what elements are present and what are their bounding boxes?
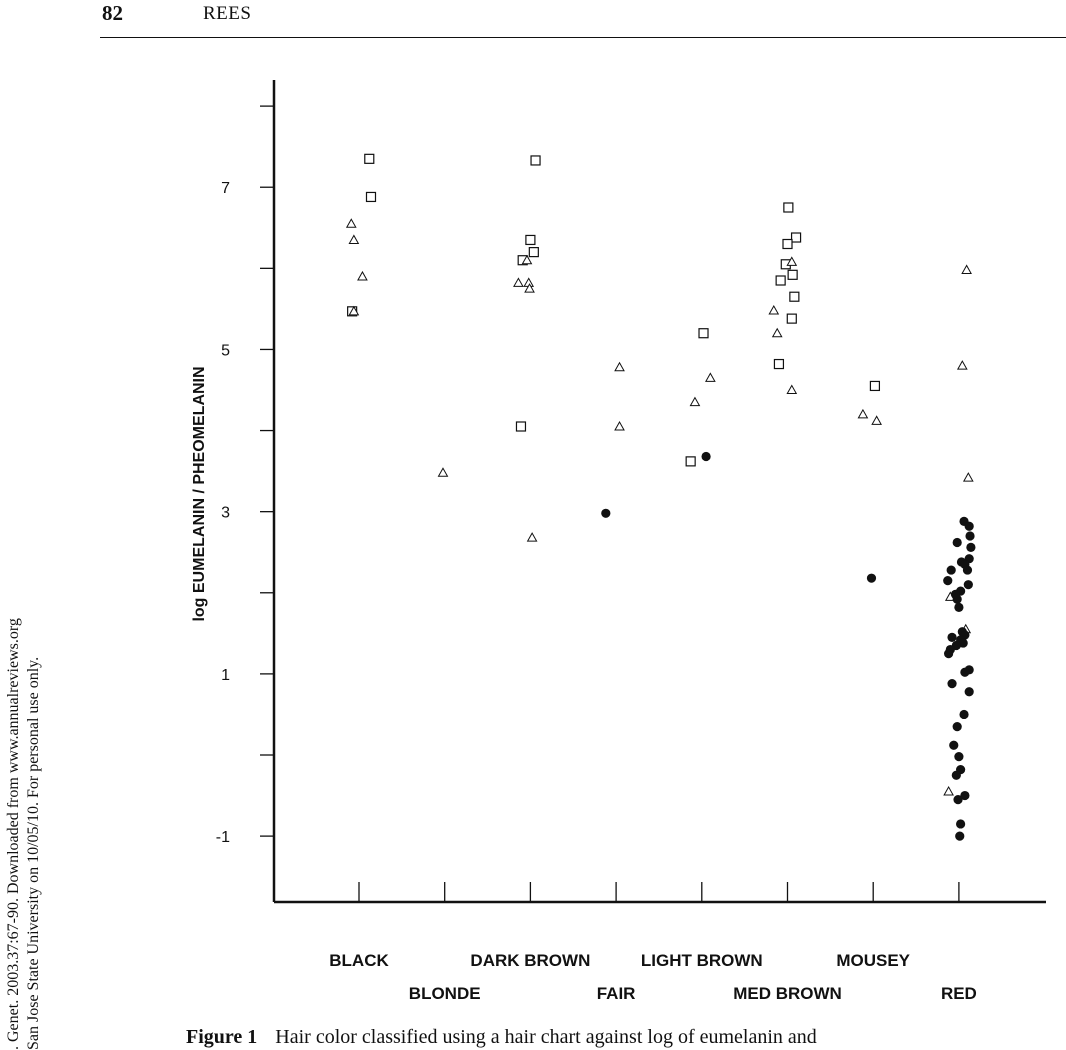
square-point: [787, 269, 798, 280]
triangle-point: [943, 785, 954, 796]
filled-circle-point: [601, 508, 611, 518]
filled-circle-point: [954, 602, 964, 612]
triangle-point: [357, 270, 368, 281]
triangle-point: [771, 327, 783, 338]
triangle-point: [345, 218, 357, 228]
square-point: [783, 202, 794, 213]
triangle-point: [513, 277, 524, 287]
filled-circle-point: [965, 531, 975, 541]
filled-circle-point: [952, 722, 962, 732]
filled-circle-point: [955, 831, 965, 841]
filled-circle-point: [964, 521, 974, 531]
triangle-point: [871, 415, 882, 425]
square-point: [698, 328, 709, 339]
running-head: 82 REES: [100, 0, 1066, 38]
filled-circle-point: [960, 667, 970, 677]
triangle-point: [437, 467, 449, 477]
filled-circle-point: [701, 451, 711, 462]
square-point: [773, 358, 785, 370]
x-category-label: DARK BROWN: [470, 951, 590, 970]
filled-circle-point: [959, 709, 969, 720]
square-point: [789, 291, 800, 302]
filled-circle-point: [947, 632, 957, 642]
y-tick-label: 7: [221, 180, 230, 197]
triangle-point: [857, 408, 869, 419]
filled-circle-point: [947, 679, 957, 689]
filled-circle-point: [963, 580, 973, 590]
figure-label: Figure 1: [186, 1026, 258, 1048]
triangle-point: [786, 384, 798, 394]
x-category-label: BLACK: [329, 951, 389, 970]
triangle-point: [526, 532, 538, 542]
square-point: [685, 456, 696, 467]
x-category-label: MOUSEY: [836, 951, 910, 970]
x-category-label: LIGHT BROWN: [641, 951, 763, 970]
filled-circle-point: [960, 790, 970, 801]
square-point: [528, 247, 539, 258]
y-tick-label: 3: [221, 505, 230, 522]
filled-circle-point: [952, 594, 962, 604]
filled-circle-point: [953, 795, 963, 805]
square-point: [365, 191, 377, 203]
filled-circle-point: [949, 740, 959, 750]
square-point: [530, 155, 541, 166]
filled-circle-point: [956, 819, 966, 829]
filled-circle-point: [943, 576, 953, 586]
x-category-label: RED: [941, 984, 977, 1003]
square-point: [869, 380, 881, 392]
filled-circle-point: [944, 649, 954, 659]
x-category-label: FAIR: [597, 984, 636, 1003]
triangle-point: [524, 283, 535, 293]
y-axis-label: log EUMELANIN / PHEOMELANIN: [191, 366, 208, 621]
y-tick-label: -1: [216, 829, 230, 846]
square-point: [782, 238, 793, 250]
triangle-point: [348, 234, 360, 244]
triangle-point: [614, 420, 625, 431]
square-point: [364, 153, 375, 164]
filled-circle-point: [946, 565, 956, 575]
triangle-point: [705, 372, 716, 382]
triangle-point: [689, 396, 701, 407]
page-number: 82: [102, 1, 123, 25]
figure-caption-text: Hair color classified using a hair chart…: [275, 1026, 817, 1048]
filled-circle-point: [966, 542, 976, 552]
triangle-point: [348, 305, 360, 316]
x-category-label: MED BROWN: [733, 984, 842, 1003]
filled-circle-point: [952, 537, 962, 548]
y-tick-label: 1: [221, 667, 230, 684]
triangle-point: [962, 472, 974, 482]
square-point: [525, 234, 536, 246]
filled-circle-point: [866, 573, 877, 583]
square-point: [790, 232, 802, 243]
running-head-author: REES: [203, 3, 252, 24]
square-point: [515, 421, 527, 432]
triangle-point: [614, 361, 625, 372]
triangle-point: [768, 304, 780, 315]
triangle-point: [956, 360, 968, 370]
y-tick-label: 5: [221, 342, 230, 359]
x-category-label: BLONDE: [409, 984, 481, 1003]
filled-circle-point: [951, 770, 961, 780]
filled-circle-point: [962, 565, 973, 575]
triangle-point: [521, 254, 533, 265]
filled-circle-point: [954, 752, 964, 762]
figure-caption: Figure 1 Hair color classified using a ha…: [186, 1026, 817, 1049]
triangle-point: [786, 256, 798, 266]
triangle-point: [961, 264, 972, 274]
square-point: [775, 275, 786, 286]
square-point: [786, 313, 797, 324]
filled-circle-point: [964, 687, 974, 697]
